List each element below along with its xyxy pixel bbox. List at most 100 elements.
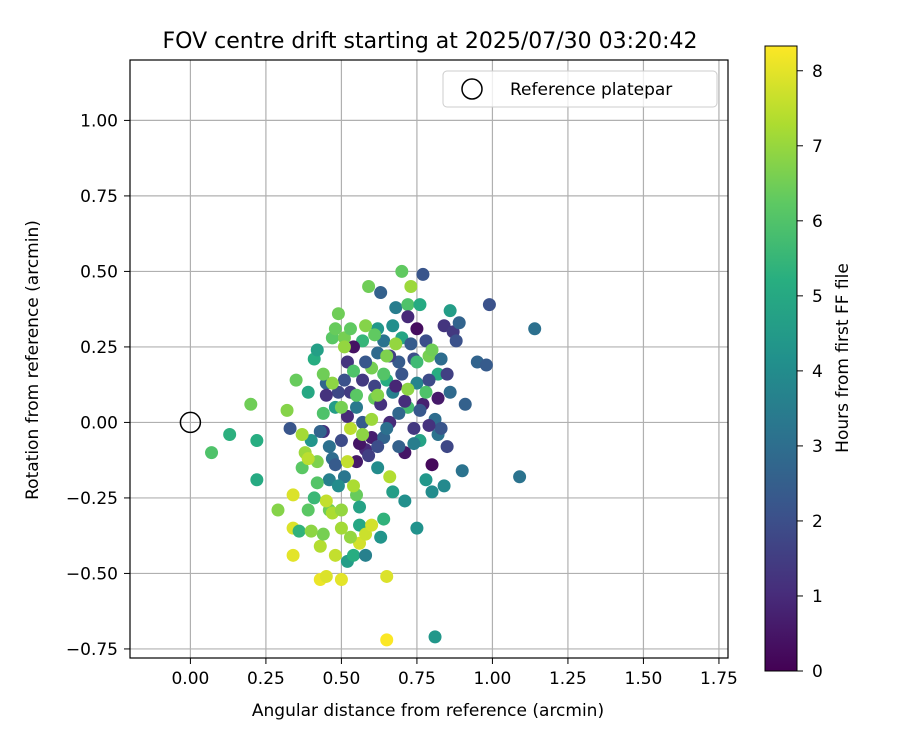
data-point <box>328 458 342 472</box>
data-point <box>371 388 385 402</box>
data-point <box>392 440 406 454</box>
data-point <box>280 403 294 417</box>
data-point <box>398 494 412 508</box>
data-point <box>313 424 327 438</box>
data-point <box>362 449 376 463</box>
data-point <box>374 286 388 300</box>
x-axis-label: Angular distance from reference (arcmin) <box>252 701 604 721</box>
data-point <box>301 385 315 399</box>
data-point <box>389 379 403 393</box>
reference-platepar-marker <box>179 411 202 434</box>
data-point <box>328 548 342 562</box>
data-point <box>513 470 527 484</box>
data-point <box>419 385 433 399</box>
data-point <box>250 434 264 448</box>
data-point <box>401 298 415 312</box>
data-point <box>425 343 439 357</box>
data-point <box>395 264 409 278</box>
data-point <box>422 418 436 432</box>
data-point <box>271 503 285 517</box>
legend-reference-marker <box>461 78 483 100</box>
x-tick-label: 0.25 <box>247 669 285 689</box>
plot-frame <box>129 59 729 659</box>
y-tick-label: 0.50 <box>80 262 118 282</box>
data-point <box>413 298 427 312</box>
data-point <box>434 352 448 366</box>
data-point <box>343 421 357 435</box>
data-point <box>443 304 457 318</box>
data-point <box>401 310 415 324</box>
data-point <box>295 428 309 442</box>
data-point <box>310 476 324 490</box>
colorbar-label: Hours from first FF file <box>833 263 853 453</box>
data-point <box>301 452 315 466</box>
legend-label: Reference platepar <box>510 80 672 100</box>
x-tick-label: 1.25 <box>549 669 587 689</box>
data-point <box>325 376 339 390</box>
data-point <box>449 334 463 348</box>
y-tick-label: 0.75 <box>80 187 118 207</box>
x-tick-label: 1.00 <box>473 669 511 689</box>
data-point <box>346 548 360 562</box>
data-point <box>362 280 376 294</box>
data-point <box>223 428 237 442</box>
data-point <box>334 434 348 448</box>
data-point <box>286 548 300 562</box>
data-point <box>377 367 391 381</box>
data-point <box>416 267 430 281</box>
data-point <box>440 367 454 381</box>
data-point <box>428 630 442 644</box>
data-point <box>304 524 318 538</box>
data-point <box>371 461 385 475</box>
ticks: 0.00 0.25 0.50 0.75 1.00 1.25 1.50 1.75 −0.75 −0.… <box>66 111 738 689</box>
data-point <box>353 500 367 514</box>
colorbar: 0 1 2 3 4 5 6 7 8 Hours from first FF file <box>764 45 853 682</box>
data-point <box>319 388 333 402</box>
data-point <box>455 464 469 478</box>
data-point <box>386 485 400 499</box>
data-point <box>413 403 427 417</box>
colorbar-tick-label: 8 <box>812 62 823 82</box>
y-tick-label: 1.00 <box>80 111 118 131</box>
data-point <box>365 412 379 426</box>
colorbar-tick-label: 2 <box>812 512 823 532</box>
data-point <box>310 343 324 357</box>
data-point <box>250 473 264 487</box>
data-point <box>368 328 382 342</box>
data-point <box>392 406 406 420</box>
data-point <box>365 518 379 532</box>
x-tick-label: 1.50 <box>625 669 663 689</box>
data-point <box>307 491 321 505</box>
data-point <box>479 358 493 372</box>
data-point <box>359 548 373 562</box>
data-point <box>244 397 258 411</box>
data-point <box>437 479 451 493</box>
data-point <box>440 440 454 454</box>
data-point <box>316 527 330 541</box>
data-point <box>334 400 348 414</box>
data-point <box>350 455 364 469</box>
data-point <box>350 400 364 414</box>
data-point <box>482 298 496 312</box>
y-axis-label: Rotation from reference (arcmin) <box>23 220 43 500</box>
data-point <box>443 385 457 399</box>
data-point <box>386 319 400 333</box>
y-tick-label: 0.00 <box>80 413 118 433</box>
y-tick-label: −0.75 <box>66 640 118 660</box>
data-point <box>313 539 327 553</box>
data-point <box>350 388 364 402</box>
legend: Reference platepar <box>442 70 718 108</box>
data-point <box>316 406 330 420</box>
data-point <box>374 530 388 544</box>
data-point <box>322 440 336 454</box>
data-point <box>404 280 418 294</box>
data-points <box>179 264 542 647</box>
data-point <box>334 572 348 586</box>
colorbar-ticks: 0 1 2 3 4 5 6 7 8 <box>797 62 823 682</box>
data-point <box>398 394 412 408</box>
data-point <box>380 421 394 435</box>
colorbar-tick-label: 0 <box>812 662 823 682</box>
data-point <box>334 503 348 517</box>
data-point <box>410 322 424 336</box>
